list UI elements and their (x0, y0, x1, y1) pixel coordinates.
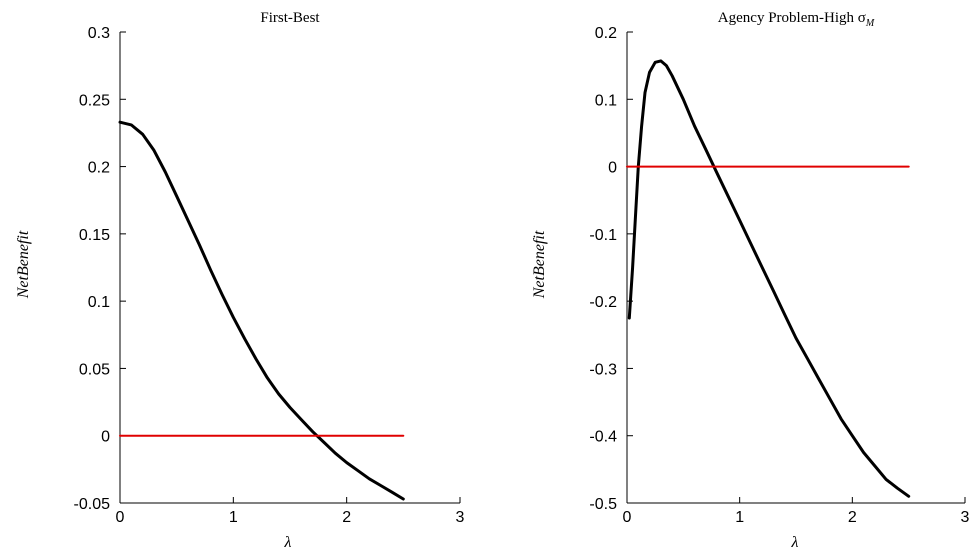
x-tick-label: 3 (456, 509, 465, 526)
y-tick-label: 0 (101, 429, 110, 446)
y-tick-label: 0.1 (595, 92, 617, 109)
net-benefit-curve (627, 59, 911, 498)
x-tick-label: 1 (735, 509, 744, 526)
x-tick-label: 3 (961, 509, 970, 526)
x-tick-label: 1 (229, 509, 238, 526)
chart-title: First-Best (260, 10, 320, 26)
y-tick-label: -0.5 (589, 496, 617, 513)
y-tick-label: 0 (608, 160, 617, 177)
chart-title: Agency Problem-High σM (718, 10, 875, 29)
chart-2: -0.5 -0.4 -0.3 -0.2 -0.1 0 0.1 0.2 0 1 2 3 Agency Pr… (531, 10, 970, 551)
y-tick-label: 0.3 (88, 25, 110, 42)
x-tick-label: 2 (848, 509, 857, 526)
y-tick-label: 0.15 (79, 227, 110, 244)
y-tick-label: -0.3 (589, 361, 617, 378)
chart-1: -0.05 0 0.05 0.1 0.15 0.2 0.25 0.3 0 1 2 3 First-Bes… (15, 10, 465, 551)
y-axis-label: NetBenefit (531, 230, 548, 299)
x-tick-label: 0 (623, 509, 632, 526)
net-benefit-curve (118, 120, 405, 501)
x-axis-label: λ (284, 534, 292, 551)
y-axis-label: NetBenefit (15, 230, 32, 299)
y-tick-label: 0.05 (79, 361, 110, 378)
y-tick-label: 0.2 (88, 160, 110, 177)
y-tick-label: 0.25 (79, 92, 110, 109)
y-tick-label: -0.1 (589, 227, 617, 244)
y-tick-label: 0.2 (595, 25, 617, 42)
y-tick-label: -0.2 (589, 294, 617, 311)
x-tick-label: 2 (342, 509, 351, 526)
y-tick-label: -0.05 (74, 496, 111, 513)
x-tick-label: 0 (116, 509, 125, 526)
y-tick-label: 0.1 (88, 294, 110, 311)
x-axis-label: λ (791, 534, 799, 551)
y-tick-label: -0.4 (589, 429, 617, 446)
